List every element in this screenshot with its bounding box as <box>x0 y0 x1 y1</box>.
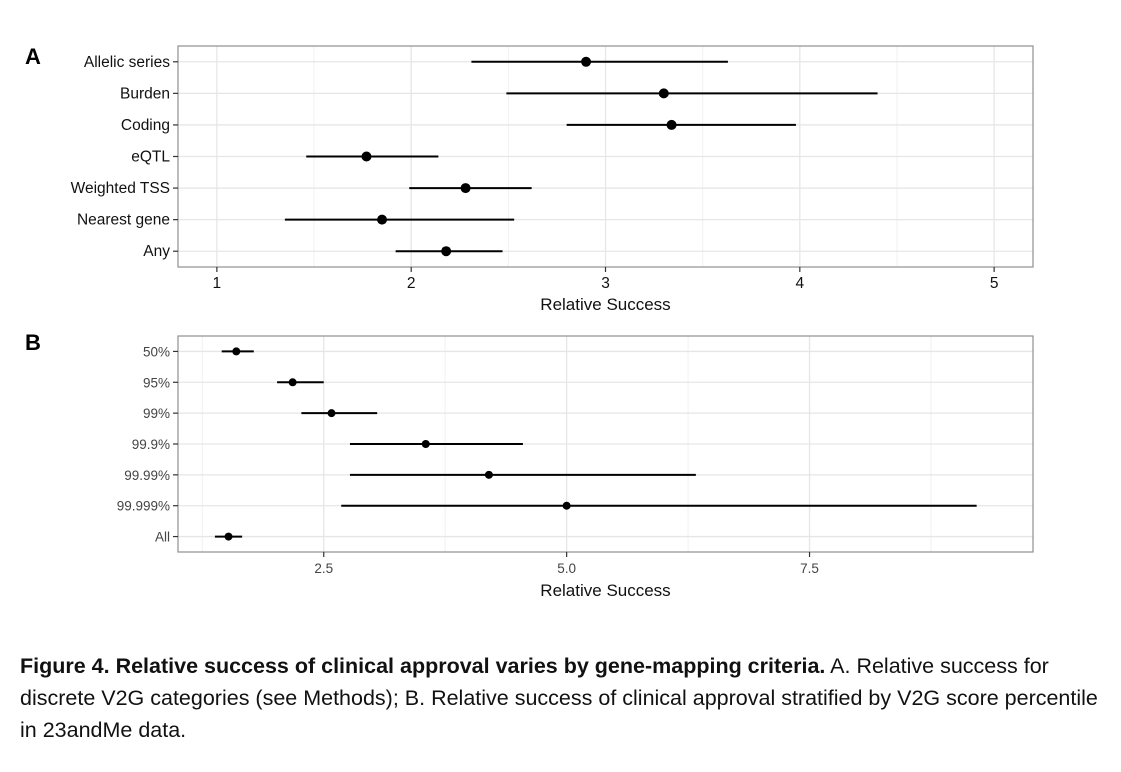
point-estimate <box>666 119 677 130</box>
point-estimate <box>377 214 388 225</box>
y-tick-label: Burden <box>120 85 170 102</box>
point-estimate <box>327 409 336 418</box>
point-estimate <box>581 56 592 67</box>
y-tick-label: Coding <box>121 117 170 134</box>
x-tick-label: 2 <box>407 275 416 292</box>
point-estimate <box>288 378 297 387</box>
point-estimate <box>232 347 241 356</box>
point-estimate <box>658 88 669 99</box>
panel-a-forest-plot: A Allelic series Burden Coding eQTL Weighted … <box>25 44 1034 314</box>
x-tick-label: 1 <box>213 275 222 292</box>
y-tick-label: 99% <box>143 406 170 421</box>
point-estimate <box>562 501 571 510</box>
y-tick-label: 99.999% <box>117 499 170 514</box>
point-estimate <box>484 470 493 479</box>
point-estimate <box>460 183 471 194</box>
x-tick-label: 2.5 <box>314 561 333 576</box>
panel-label: B <box>25 330 41 355</box>
x-tick-label: 5.0 <box>557 561 576 576</box>
x-tick-label: 7.5 <box>800 561 819 576</box>
x-axis-title: Relative Success <box>540 581 670 600</box>
panel-b-forest-plot: B 50% 95% 99% 99.9% 99.99% 99.999% All 2.5 5.0 7.5… <box>25 330 1034 600</box>
panel-label: A <box>25 44 41 69</box>
caption-title: Figure 4. Relative success of clinical a… <box>20 654 826 678</box>
point-estimate <box>421 440 430 448</box>
y-tick-label: Any <box>143 243 170 260</box>
y-tick-label: 99.9% <box>132 437 170 452</box>
y-tick-label: All <box>155 530 170 545</box>
point-estimate <box>441 246 452 257</box>
point-estimate <box>361 151 372 162</box>
y-tick-label: eQTL <box>131 149 170 166</box>
caption-text: A. Relative success for discrete V2G cat… <box>20 654 1098 742</box>
y-tick-label: Allelic series <box>84 54 170 71</box>
x-axis-title: Relative Success <box>540 295 670 314</box>
point-estimate <box>224 532 233 541</box>
x-tick-label: 3 <box>601 275 610 292</box>
figure: A Allelic series Burden Coding eQTL Weighted … <box>25 44 1034 600</box>
y-tick-label: Nearest gene <box>77 212 170 229</box>
x-tick-label: 5 <box>990 275 999 292</box>
y-tick-label: 99.99% <box>124 468 170 483</box>
x-tick-label: 4 <box>796 275 805 292</box>
y-tick-label: Weighted TSS <box>71 180 170 197</box>
y-tick-label: 50% <box>143 344 170 359</box>
figure-caption: Figure 4. Relative success of clinical a… <box>20 650 1100 746</box>
y-tick-label: 95% <box>143 375 170 390</box>
